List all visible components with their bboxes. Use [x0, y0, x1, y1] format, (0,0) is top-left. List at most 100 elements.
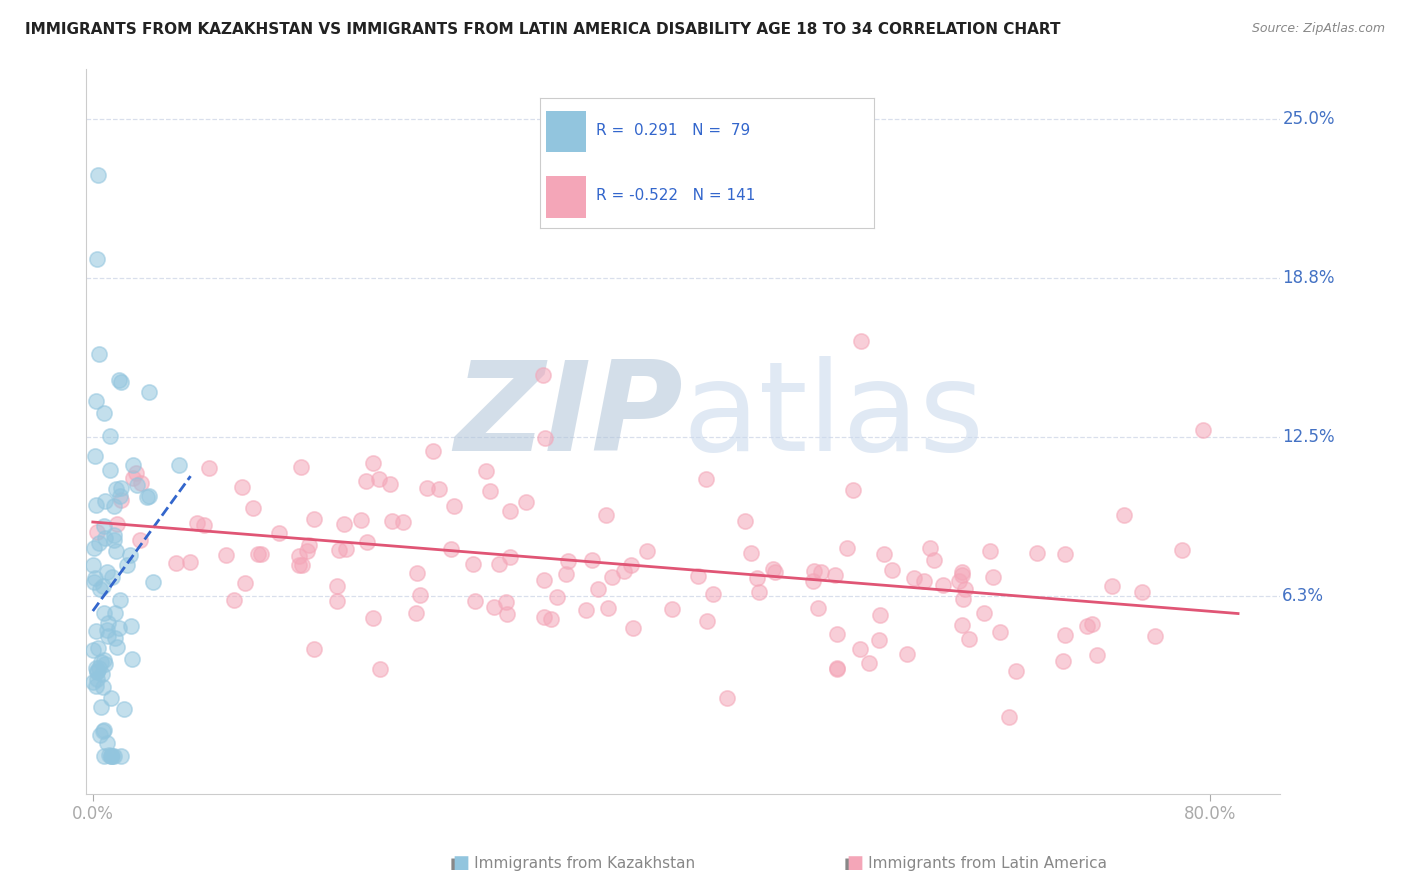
Point: [869, 607, 891, 622]
Point: [922, 553, 945, 567]
Point: [302, 512, 325, 526]
Point: [104, 482, 127, 496]
Point: [837, 541, 859, 555]
Point: [581, 553, 603, 567]
Point: [825, 627, 848, 641]
Point: [661, 602, 683, 616]
Point: [332, 516, 354, 531]
Point: [335, 542, 357, 557]
Text: ZIP: ZIP: [454, 356, 683, 477]
Point: [825, 660, 848, 674]
Point: [94, 657, 117, 671]
Point: [932, 578, 955, 592]
Point: [988, 624, 1011, 639]
Point: [554, 567, 576, 582]
Point: [586, 582, 609, 597]
Point: [84, 661, 107, 675]
Point: [482, 600, 505, 615]
Point: [595, 508, 617, 522]
Point: [849, 641, 872, 656]
Point: [290, 558, 312, 572]
Point: [1144, 629, 1167, 643]
Point: [84, 624, 107, 639]
Point: [957, 632, 980, 647]
Point: [108, 373, 131, 387]
Point: [287, 558, 309, 572]
Point: [165, 556, 187, 570]
Point: [534, 432, 557, 446]
Point: [598, 601, 620, 615]
Point: [325, 594, 347, 608]
Point: [93, 518, 115, 533]
Point: [367, 472, 389, 486]
Text: #c8d8ec: #c8d8ec: [683, 416, 689, 417]
Point: [110, 481, 132, 495]
Point: [103, 533, 125, 547]
Text: ■: ■: [846, 855, 863, 872]
Point: [233, 576, 256, 591]
Point: [103, 528, 125, 542]
Point: [443, 499, 465, 513]
Point: [1054, 548, 1077, 562]
Point: [125, 478, 148, 492]
Point: [391, 515, 413, 529]
Point: [97, 616, 120, 631]
Point: [416, 482, 439, 496]
Text: 25.0%: 25.0%: [1282, 111, 1334, 128]
Point: [824, 567, 846, 582]
Point: [91, 667, 114, 681]
Point: [702, 587, 724, 601]
Point: [734, 514, 756, 528]
Point: [326, 579, 349, 593]
Point: [112, 702, 135, 716]
Point: [138, 489, 160, 503]
Point: [979, 543, 1001, 558]
Point: [716, 691, 738, 706]
Point: [1101, 579, 1123, 593]
Point: [84, 498, 107, 512]
Point: [952, 592, 974, 607]
Point: [96, 736, 118, 750]
Point: [138, 384, 160, 399]
Point: [740, 546, 762, 560]
Point: [142, 574, 165, 589]
Point: [688, 569, 710, 583]
Text: 18.8%: 18.8%: [1282, 269, 1334, 287]
Point: [118, 548, 141, 562]
Point: [247, 547, 270, 561]
Point: [129, 475, 152, 490]
Point: [110, 748, 132, 763]
Text: ■  Immigrants from Latin America: ■ Immigrants from Latin America: [844, 856, 1107, 871]
Point: [546, 591, 568, 605]
Point: [801, 574, 824, 588]
Point: [405, 606, 427, 620]
Point: [87, 640, 110, 655]
Point: [103, 748, 125, 763]
Point: [242, 501, 264, 516]
Point: [695, 472, 717, 486]
Point: [89, 582, 111, 597]
Point: [193, 517, 215, 532]
Point: [93, 531, 115, 545]
Point: [93, 653, 115, 667]
Point: [973, 606, 995, 620]
Point: [84, 679, 107, 693]
Point: [983, 570, 1005, 584]
Point: [328, 543, 350, 558]
Point: [96, 624, 118, 638]
Point: [186, 516, 208, 531]
Point: [464, 593, 486, 607]
Point: [87, 169, 110, 183]
Point: [122, 458, 145, 472]
Point: [356, 474, 378, 488]
Point: [810, 566, 832, 580]
Point: [623, 621, 645, 635]
Point: [515, 495, 537, 509]
Point: [1025, 546, 1047, 560]
Point: [83, 541, 105, 556]
Point: [381, 514, 404, 528]
Point: [215, 548, 238, 562]
Point: [1076, 619, 1098, 633]
Point: [128, 533, 150, 547]
Point: [896, 647, 918, 661]
